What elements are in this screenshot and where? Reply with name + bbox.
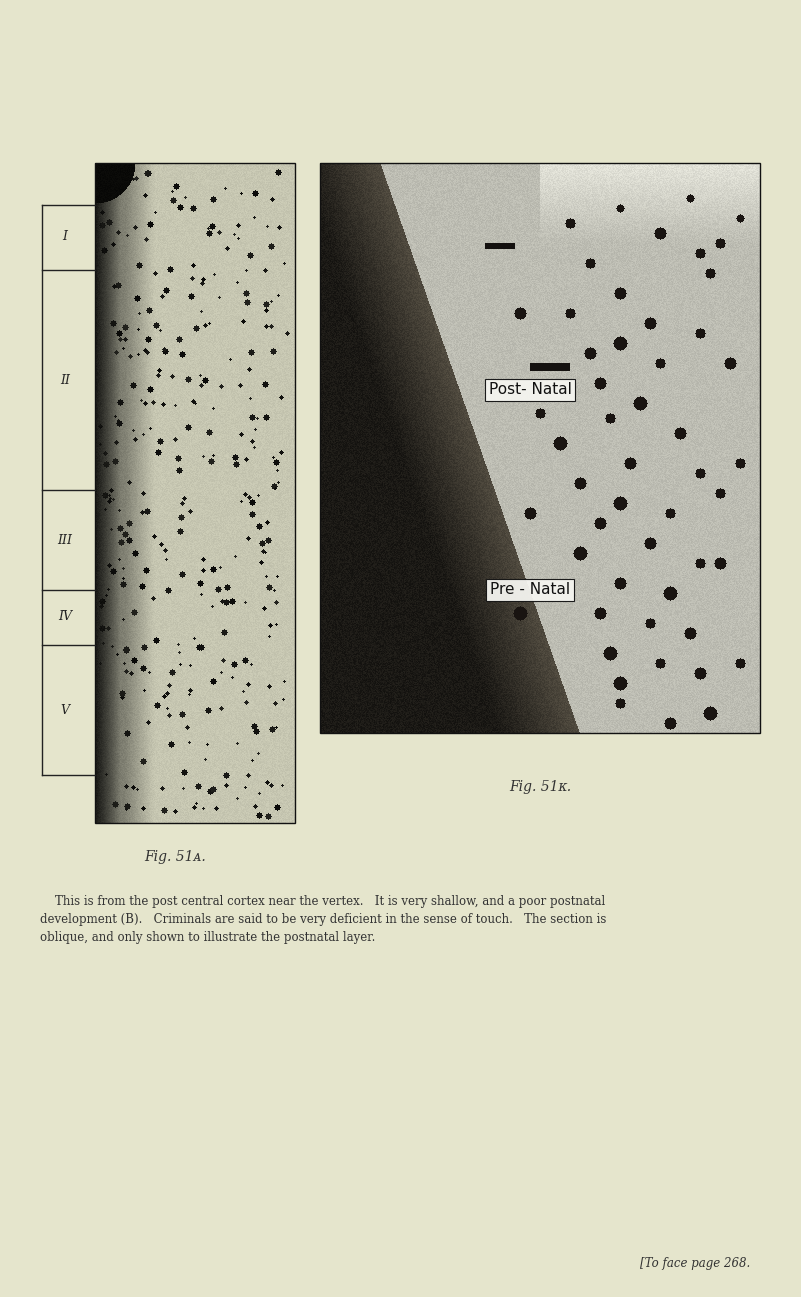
Text: III: III <box>58 533 73 546</box>
Bar <box>95 163 295 824</box>
Text: [To face page 268.: [To face page 268. <box>640 1257 750 1270</box>
Text: Fig. 51ᴋ.: Fig. 51ᴋ. <box>509 779 571 794</box>
Text: oblique, and only shown to illustrate the postnatal layer.: oblique, and only shown to illustrate th… <box>40 931 376 944</box>
Text: Fig. 51ᴀ.: Fig. 51ᴀ. <box>144 850 206 864</box>
Text: I: I <box>62 231 67 244</box>
Text: Post- Natal: Post- Natal <box>489 383 571 397</box>
Text: IV: IV <box>58 611 72 624</box>
Bar <box>320 163 760 733</box>
Text: V: V <box>61 703 70 716</box>
Text: development (B).   Criminals are said to be very deficient in the sense of touch: development (B). Criminals are said to b… <box>40 913 606 926</box>
Text: Pre - Natal: Pre - Natal <box>490 582 570 598</box>
Text: II: II <box>60 374 70 387</box>
Text: This is from the post central cortex near the vertex.   It is very shallow, and : This is from the post central cortex nea… <box>55 895 606 908</box>
